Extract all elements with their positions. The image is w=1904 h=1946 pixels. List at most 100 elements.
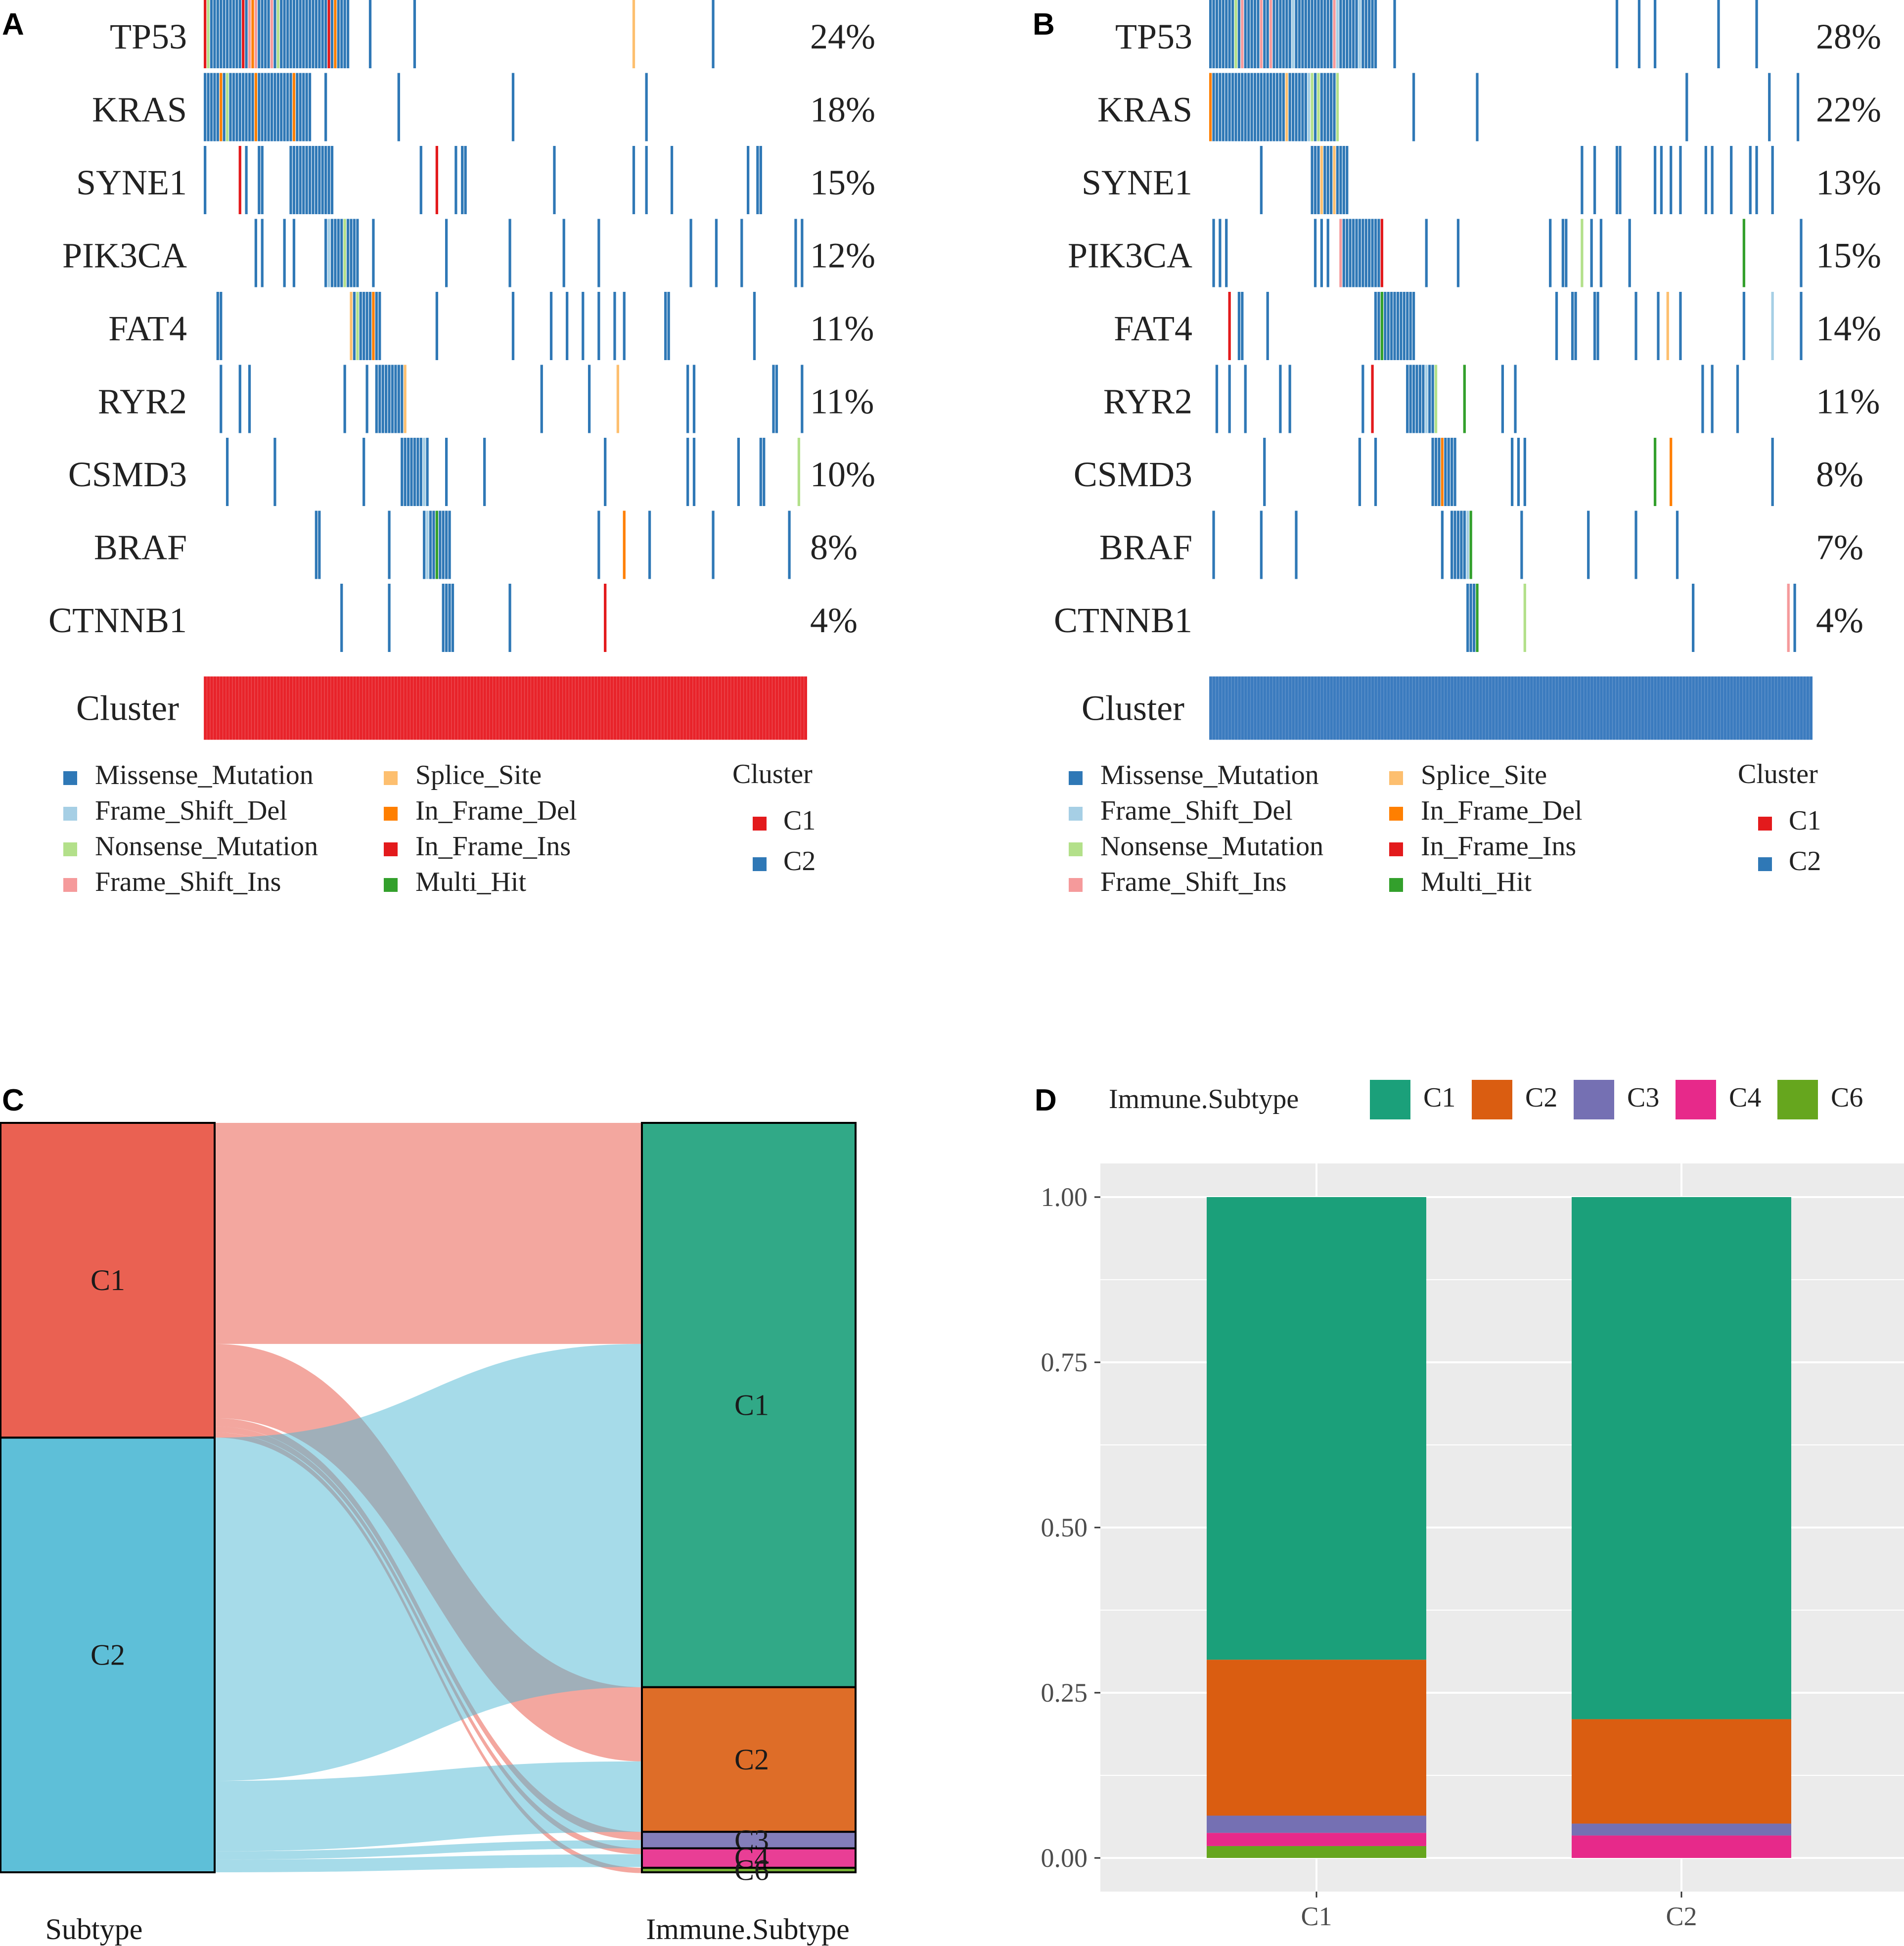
mutation-cell [1679,146,1682,214]
mutation-cell [292,146,296,214]
mutation-cell [273,438,276,506]
mutation-cell [372,292,375,360]
mutation-cell [210,0,213,68]
mutation-cell [747,146,750,214]
mutation-cell [1244,0,1247,68]
gene-label: BRAF [1099,528,1192,567]
mutation-cell [308,146,312,214]
mutation-cell [248,365,251,433]
mutation-cell [442,584,445,652]
mutation-cell [562,219,565,287]
mutation-cell [464,146,467,214]
mutation-cell [588,365,591,433]
mutation-cell [454,146,457,214]
sankey-flow [215,1123,642,1344]
mutation-cell [302,146,305,214]
mutation-cell [461,146,464,214]
mutation-cell [1336,73,1339,141]
mutation-cell [763,438,766,506]
gene-label: CSMD3 [68,455,187,494]
mutation-cell [737,438,740,506]
mutation-cell [508,219,511,287]
mutation-cell [337,0,340,68]
mutation-cell [1237,73,1241,141]
percent-label: 14% [1816,309,1881,348]
mutation-cell [772,365,775,433]
x-tick-label: C1 [1301,1901,1332,1931]
legend-label: Frame_Shift_Del [95,795,287,826]
mutation-cell [1326,146,1329,214]
mutation-cell [334,219,337,287]
mutation-cell [378,292,381,360]
mutation-cell [1288,0,1291,68]
mutation-cell [289,73,292,141]
gene-label: CTNNB1 [1054,601,1192,640]
legend-label: C2 [783,846,816,877]
mutation-cell [1301,73,1304,141]
mutation-cell [1212,0,1215,68]
y-tick-label: 1.00 [1041,1182,1088,1212]
mutation-cell [632,0,635,68]
mutation-cell [1377,219,1380,287]
mutation-cell [1355,0,1358,68]
legend-swatch [1676,1080,1716,1119]
mutation-cell [1247,0,1250,68]
mutation-cell [251,73,254,141]
mutation-cell [359,292,362,360]
mutation-cell [327,146,330,214]
mutation-cell [1444,438,1447,506]
panel-label-c: C [2,1083,24,1117]
mutation-cell [296,146,299,214]
mutation-cell [1291,73,1295,141]
mutation-cell [1361,0,1364,68]
legend-label: C2 [1789,846,1821,877]
mutation-cell [1330,146,1333,214]
mutation-cell [330,0,334,68]
mutation-cell [1434,365,1438,433]
mutation-cell [1422,365,1425,433]
mutation-cell [1295,510,1298,579]
mutation-cell [1523,584,1526,652]
mutation-cell [397,73,400,141]
mutation-cell [1692,584,1695,652]
mutation-cell [435,510,439,579]
mutation-cell [1317,73,1320,141]
mutation-cell [216,292,219,360]
percent-label: 8% [810,528,858,567]
legend-swatch [1389,878,1403,892]
mutation-cell [1456,219,1460,287]
mutation-cell [245,73,248,141]
percent-label: 11% [810,309,874,348]
mutation-cell [797,438,801,506]
mutation-cell [276,73,279,141]
oncoprint-b: TP53 28% KRAS 22% SYNE1 13% PIK3CA 15% FAT4 14% RY… [1054,0,1881,740]
mutation-cell [1358,0,1361,68]
mutation-cell [1260,73,1263,141]
mutation-cell [1406,365,1409,433]
mutation-cell [442,510,445,579]
mutation-cell [1260,0,1263,68]
mutation-cell [1269,0,1272,68]
mutation-cell [404,365,407,433]
mutation-cell [1590,219,1593,287]
mutation-cell [1361,365,1364,433]
mutation-cell [330,146,334,214]
mutation-cell [1257,73,1260,141]
mutation-cell [423,438,426,506]
sankey-node-label: C1 [91,1264,125,1297]
mutation-cell [308,0,312,68]
mutation-cell [1349,0,1352,68]
gene-label: FAT4 [108,309,187,348]
mutation-cell [324,0,327,68]
percent-label: 7% [1816,528,1863,567]
sankey-flow [215,1344,642,1781]
mutation-cell [245,0,248,68]
mutation-legend-b: Missense_Mutation Frame_Shift_Del Nonsense… [1069,759,1821,897]
mutation-cell [448,510,451,579]
mutation-cell [1282,73,1285,141]
mutation-cell [1228,0,1231,68]
mutation-cell [1476,73,1479,141]
mutation-cell [445,438,448,506]
stacked-bar-chart: 0.00 0.25 0.50 0.75 1.00 C1 C2 Immune.Subtype C1… [1041,1080,1904,1931]
mutation-cell [340,584,343,652]
